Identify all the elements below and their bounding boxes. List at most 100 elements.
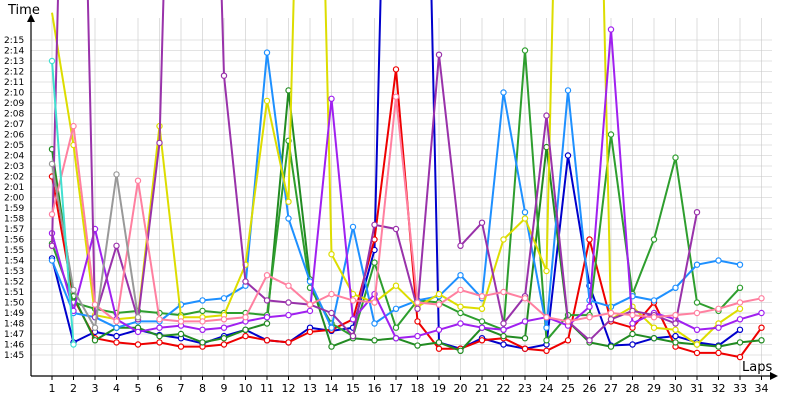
- x-tick-label: 31: [690, 382, 704, 395]
- data-point: [328, 290, 335, 298]
- data-point: [715, 257, 722, 264]
- data-point: [500, 320, 507, 327]
- data-point: [607, 309, 615, 317]
- data-point: [457, 242, 464, 249]
- data-point: [478, 318, 486, 325]
- data-point: [543, 314, 550, 321]
- data-point: [500, 288, 507, 296]
- x-tick-label: 20: [454, 382, 468, 395]
- data-point: [220, 341, 228, 348]
- data-point: [672, 284, 679, 291]
- data-point: [564, 87, 572, 94]
- axes: Time Laps: [7, 3, 778, 380]
- data-point: [693, 299, 701, 306]
- data-point: [672, 339, 679, 346]
- data-point: [177, 318, 185, 325]
- data-point: [414, 299, 421, 306]
- data-point: [564, 318, 572, 325]
- data-point: [328, 343, 335, 350]
- data-point: [478, 293, 486, 300]
- data-point: [328, 309, 335, 317]
- x-axis-title: Laps: [742, 360, 772, 375]
- data-point: [500, 326, 507, 333]
- data-point: [48, 211, 56, 218]
- y-tick-label: 1:45: [4, 351, 24, 361]
- data-point: [113, 339, 120, 346]
- x-tick-label: 8: [199, 382, 206, 395]
- data-point: [478, 324, 486, 331]
- data-point: [177, 330, 185, 338]
- data-point: [70, 286, 77, 294]
- x-tick-label: 16: [368, 382, 382, 395]
- data-point: [736, 339, 744, 346]
- data-point: [113, 324, 120, 331]
- y-tick-label: 2:05: [4, 141, 24, 151]
- data-point: [543, 337, 550, 344]
- data-point: [478, 305, 486, 312]
- data-point: [693, 208, 701, 216]
- x-tick-labels: 1 2 3 4 5 6 7 8 9 10 11 12 13 14 15 16 17 18 19 20 21 22 23 24 2…: [49, 382, 769, 395]
- data-point: [607, 26, 615, 33]
- y-tick-label: 1:59: [4, 204, 24, 214]
- data-point: [521, 335, 529, 342]
- data-point: [693, 341, 701, 348]
- data-point: [521, 318, 529, 325]
- data-point: [392, 93, 400, 100]
- data-point: [392, 324, 400, 331]
- data-point: [134, 177, 142, 184]
- data-point: [693, 261, 701, 268]
- data-point: [349, 332, 357, 340]
- data-point: [457, 303, 464, 310]
- data-point: [242, 332, 249, 340]
- x-tick-label: 21: [475, 382, 489, 395]
- x-tick-label: 29: [647, 382, 661, 395]
- data-point: [220, 72, 228, 79]
- data-point: [629, 320, 636, 327]
- x-tick-label: 25: [561, 382, 575, 395]
- y-tick-label: 2:12: [4, 68, 24, 78]
- x-tick-label: 18: [411, 382, 425, 395]
- x-tick-label: 33: [733, 382, 747, 395]
- data-point: [435, 290, 443, 298]
- data-point: [285, 282, 292, 289]
- data-point: [758, 324, 765, 331]
- x-tick-label: 10: [239, 382, 253, 395]
- y-axis-arrow-icon: [27, 14, 35, 22]
- data-point: [199, 326, 206, 333]
- y-tick-label: 1:53: [4, 267, 24, 277]
- data-point: [736, 305, 744, 312]
- data-point: [457, 320, 464, 327]
- y-tick-label: 1:58: [4, 215, 24, 225]
- y-tick-label: 1:54: [4, 257, 24, 267]
- y-axis-title: Time: [7, 3, 40, 18]
- data-point: [328, 324, 335, 331]
- data-point: [736, 299, 744, 306]
- y-tick-label: 2:10: [4, 89, 24, 99]
- data-point: [435, 339, 443, 346]
- data-point: [220, 324, 228, 331]
- data-point: [134, 328, 142, 336]
- data-point: [521, 215, 529, 222]
- data-point: [650, 236, 658, 243]
- data-point: [500, 341, 507, 348]
- y-tick-label: 1:47: [4, 330, 24, 340]
- data-point: [48, 242, 56, 249]
- data-point: [113, 171, 120, 178]
- data-point: [199, 318, 206, 325]
- data-point: [521, 47, 529, 54]
- data-point: [736, 284, 744, 291]
- x-tick-label: 22: [497, 382, 511, 395]
- data-point: [156, 324, 163, 331]
- data-point: [435, 301, 443, 308]
- data-point: [607, 343, 615, 350]
- data-point: [113, 318, 120, 325]
- data-point: [736, 353, 744, 361]
- y-tick-label: 2:11: [4, 78, 24, 88]
- data-point: [543, 143, 550, 151]
- data-point: [134, 341, 142, 348]
- data-point: [263, 297, 271, 304]
- data-point: [392, 335, 400, 342]
- data-point: [736, 326, 744, 333]
